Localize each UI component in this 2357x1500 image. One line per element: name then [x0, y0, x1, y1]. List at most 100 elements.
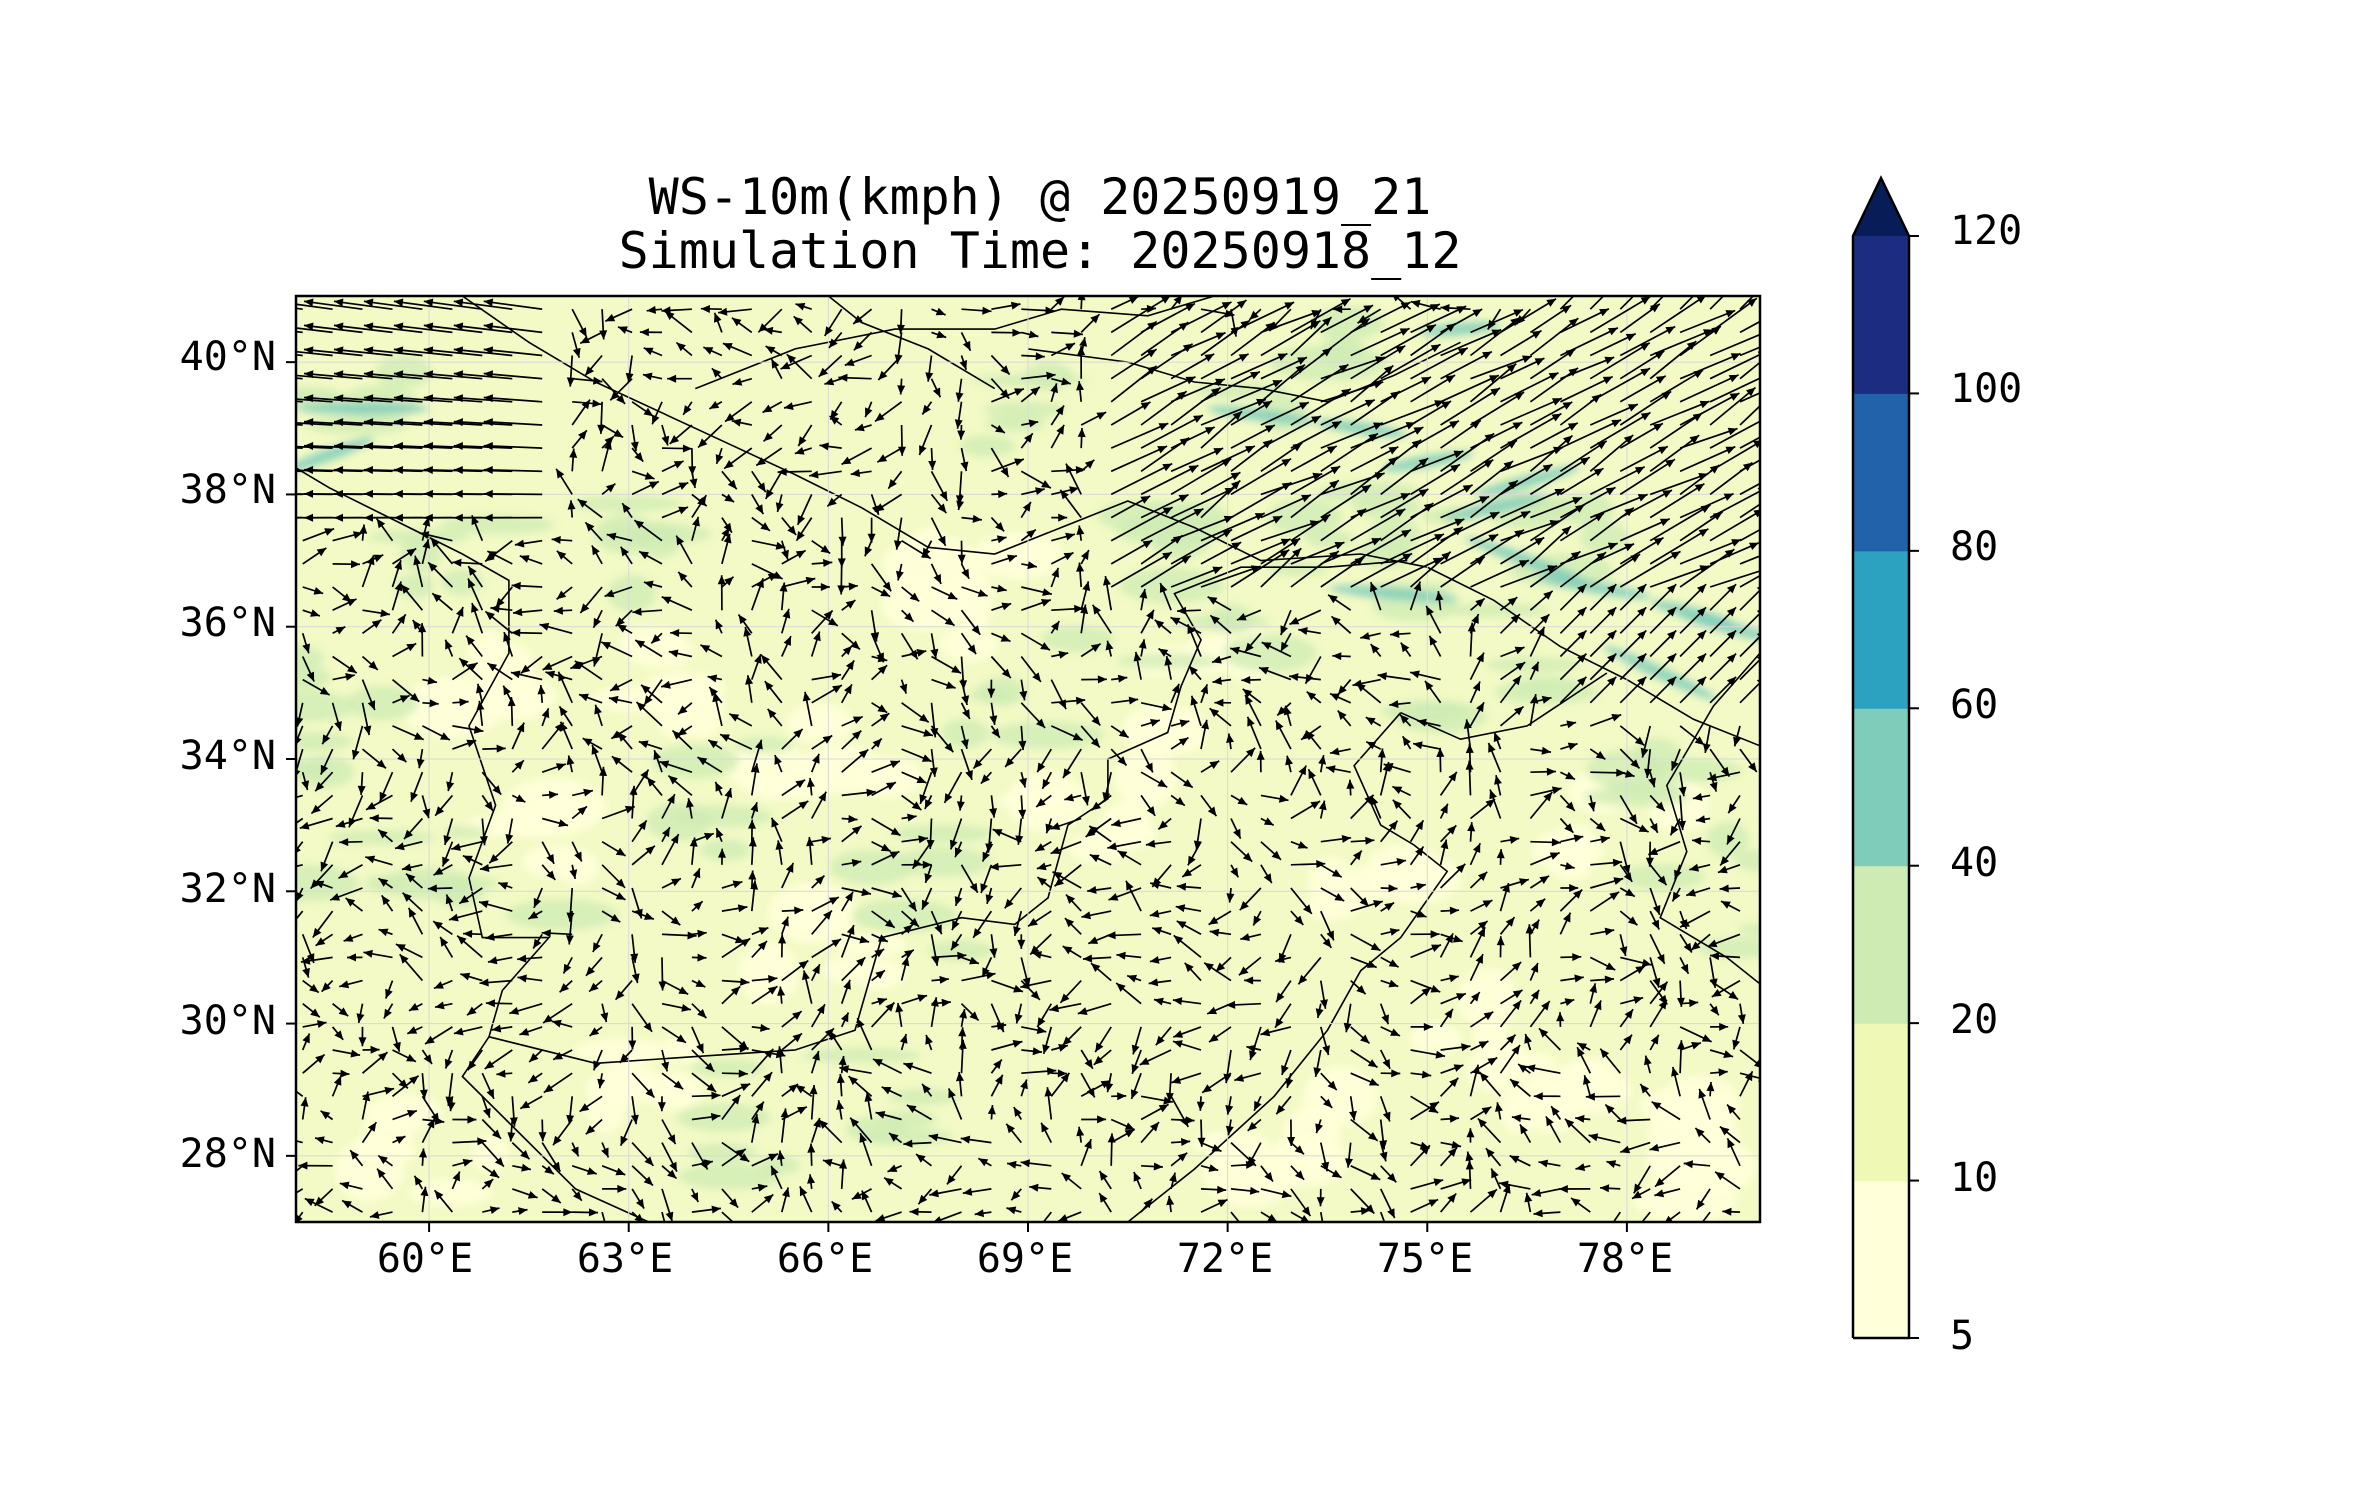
- wind-arrow-head: [1416, 882, 1426, 891]
- wind-arrow-head: [1331, 616, 1341, 626]
- wind-arrow-head: [731, 317, 742, 327]
- wind-arrow-head: [1247, 1121, 1258, 1131]
- calm-patch: [1457, 967, 1518, 1029]
- wind-arrow: [1380, 557, 1443, 588]
- wind-arrow-head: [705, 1062, 715, 1072]
- wind-arrow-head: [491, 1129, 501, 1139]
- wind-arrow-head: [1727, 1104, 1737, 1114]
- wind-arrow-head: [373, 554, 384, 563]
- wind-arrow: [1260, 319, 1321, 357]
- wind-arrow-head: [933, 1216, 942, 1222]
- wind-arrow-head: [723, 533, 732, 544]
- wind-arrow-head: [1640, 296, 1651, 305]
- wind-arrow-head: [1698, 528, 1709, 537]
- wind-arrow-head: [611, 756, 622, 765]
- wind-arrow-head: [892, 890, 902, 898]
- wind-arrow-head: [423, 394, 434, 403]
- colorbar-tick-label: 60: [1950, 682, 1999, 728]
- wind-arrow-head: [1370, 942, 1381, 951]
- wind-arrow-head: [704, 832, 714, 841]
- wind-arrow: [1290, 465, 1341, 496]
- wind-arrow-head: [670, 916, 681, 926]
- wind-arrow: [393, 348, 453, 357]
- wind-arrow-head: [844, 684, 852, 695]
- wind-arrow: [1110, 296, 1172, 334]
- wind-arrow-head: [738, 1226, 747, 1235]
- wind-arrow-head: [594, 704, 602, 715]
- wind-arrow-head: [703, 347, 714, 355]
- wind-arrow-head: [299, 821, 310, 830]
- wind-arrow-head: [605, 483, 616, 493]
- wind-arrow: [1140, 390, 1188, 426]
- wind-arrow: [483, 444, 543, 449]
- wind-arrow: [1470, 439, 1518, 473]
- wind-arrow-head: [1572, 497, 1583, 505]
- wind-arrow-head: [897, 385, 906, 395]
- wind-arrow-head: [1585, 1092, 1595, 1101]
- wind-arrow-head: [1041, 599, 1051, 607]
- wind-arrow-head: [395, 842, 405, 851]
- wind-arrow-head: [1689, 435, 1700, 444]
- wind-arrow-head: [1625, 333, 1636, 342]
- wind-arrow-head: [1081, 795, 1090, 806]
- wind-arrow-head: [1388, 979, 1399, 988]
- wind-arrow-head: [1475, 598, 1485, 608]
- wind-arrow-head: [397, 753, 407, 763]
- wind-arrow: [1230, 1211, 1241, 1222]
- wind-arrow-head: [1272, 516, 1283, 524]
- wind-arrow-head: [1783, 482, 1793, 490]
- wind-arrow: [661, 1211, 666, 1222]
- wind-arrow-head: [1390, 630, 1400, 638]
- wind-arrow-head: [1667, 584, 1677, 594]
- wind-arrow-head: [643, 1176, 653, 1186]
- wind-arrow-head: [1577, 653, 1587, 663]
- wind-arrow-head: [775, 840, 784, 850]
- wind-arrow-head: [579, 1103, 590, 1112]
- wind-arrow: [1530, 496, 1583, 519]
- wind-arrow-head: [646, 305, 656, 314]
- wind-arrow-head: [1177, 1152, 1188, 1162]
- wind-arrow-head: [1524, 1192, 1533, 1203]
- wind-arrow-head: [919, 794, 928, 804]
- wind-arrow: [1589, 367, 1651, 403]
- wind-arrow-head: [453, 370, 464, 379]
- wind-arrow-head: [1649, 1143, 1660, 1152]
- wind-arrow-head: [514, 760, 524, 770]
- wind-arrow-head: [909, 1207, 919, 1216]
- wind-arrow-head: [479, 978, 489, 987]
- wind-arrow-head: [1037, 877, 1047, 886]
- moderate-patch: [607, 575, 656, 612]
- wind-arrow-head: [1413, 581, 1422, 592]
- wind-arrow: [1500, 397, 1563, 426]
- wind-arrow-head: [1367, 1059, 1378, 1068]
- wind-arrow-head: [877, 665, 888, 675]
- wind-arrow: [303, 324, 363, 334]
- wind-arrow-head: [427, 884, 437, 893]
- wind-arrow-head: [581, 399, 590, 410]
- wind-arrow-head: [1479, 496, 1490, 504]
- wind-arrow-head: [1146, 609, 1154, 620]
- wind-arrow-head: [527, 1191, 538, 1199]
- wind-arrow-head: [558, 819, 568, 827]
- wind-arrow-head: [1589, 983, 1597, 993]
- wind-arrow-head: [1090, 314, 1100, 324]
- wind-arrow-head: [1084, 1059, 1093, 1069]
- wind-arrow-head: [903, 1062, 914, 1071]
- wind-arrow-head: [333, 1075, 342, 1086]
- wind-arrow-head: [588, 1208, 598, 1217]
- wind-arrow: [333, 372, 393, 380]
- wind-arrow-head: [1710, 1005, 1719, 1016]
- wind-arrow-head: [1118, 729, 1129, 738]
- wind-arrow-head: [956, 500, 965, 510]
- wind-arrow-head: [1564, 998, 1575, 1006]
- wind-arrow-head: [1456, 306, 1467, 314]
- wind-arrow-head: [1365, 1204, 1375, 1214]
- colorbar-tick-label: 120: [1950, 208, 2023, 254]
- wind-arrow-head: [1230, 472, 1241, 481]
- wind-arrow-head: [676, 342, 686, 352]
- wind-arrow-head: [1661, 391, 1672, 400]
- wind-arrow-head: [693, 901, 703, 911]
- wind-arrow-head: [1607, 584, 1617, 594]
- wind-arrow-head: [363, 394, 374, 403]
- wind-arrow-head: [845, 600, 856, 609]
